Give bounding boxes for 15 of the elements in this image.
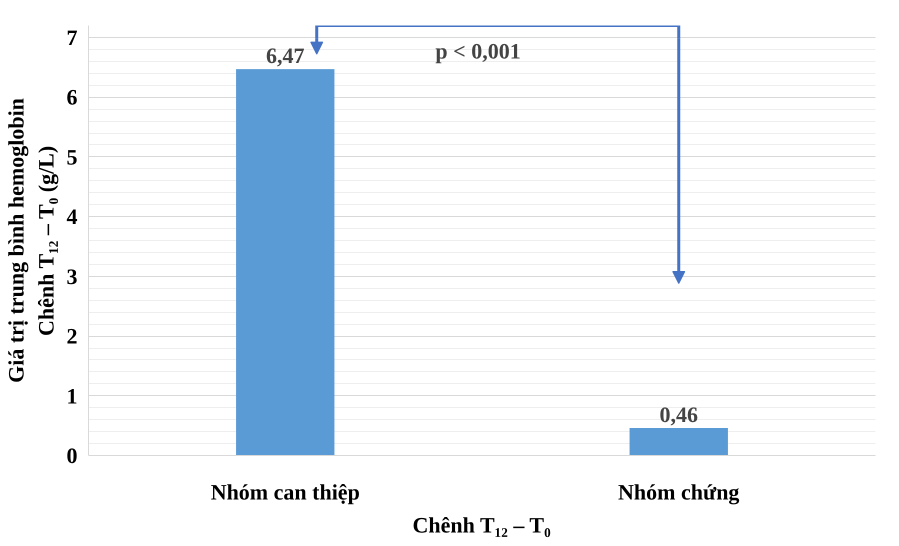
y-tick-label: 4 bbox=[66, 204, 78, 230]
data-label: 6,47 bbox=[266, 43, 304, 68]
y-tick-label: 3 bbox=[66, 264, 78, 289]
y-tick-label: 6 bbox=[66, 84, 78, 110]
x-tick-label: Nhóm chứng bbox=[618, 480, 740, 504]
y-tick-label: 7 bbox=[66, 24, 78, 50]
y-axis-title: Giá trị trung bình hemoglobin Chênh T₁₂ – T₀ (g/L) bbox=[4, 98, 58, 383]
y-tick-label: 0 bbox=[66, 443, 78, 468]
x-tick-label: Nhóm can thiệp bbox=[210, 480, 360, 504]
x-axis-title: Chênh T₁₂ – T₀ bbox=[412, 512, 552, 538]
data-label: 0,46 bbox=[660, 402, 698, 428]
y-tick-label: 1 bbox=[66, 383, 78, 408]
y-tick-label: 5 bbox=[66, 144, 78, 170]
annotation: p < 0,001 bbox=[435, 38, 521, 64]
y-tick-label: 2 bbox=[66, 324, 78, 349]
